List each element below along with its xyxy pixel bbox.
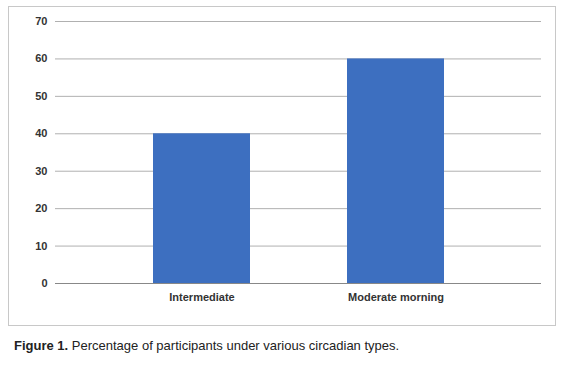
svg-text:70: 70 <box>35 15 47 27</box>
svg-text:30: 30 <box>35 165 47 177</box>
svg-text:0: 0 <box>41 277 47 289</box>
svg-text:40: 40 <box>35 127 47 139</box>
svg-text:20: 20 <box>35 202 47 214</box>
svg-text:Moderate morning: Moderate morning <box>348 291 444 303</box>
html-text:Figure 1. Percentage of partic: Figure 1. Percentage of participants und… <box>14 338 400 353</box>
svg-text:60: 60 <box>35 52 47 64</box>
svg-text:50: 50 <box>35 90 47 102</box>
svg-text:Intermediate: Intermediate <box>169 291 234 303</box>
svg-text:10: 10 <box>35 240 47 252</box>
